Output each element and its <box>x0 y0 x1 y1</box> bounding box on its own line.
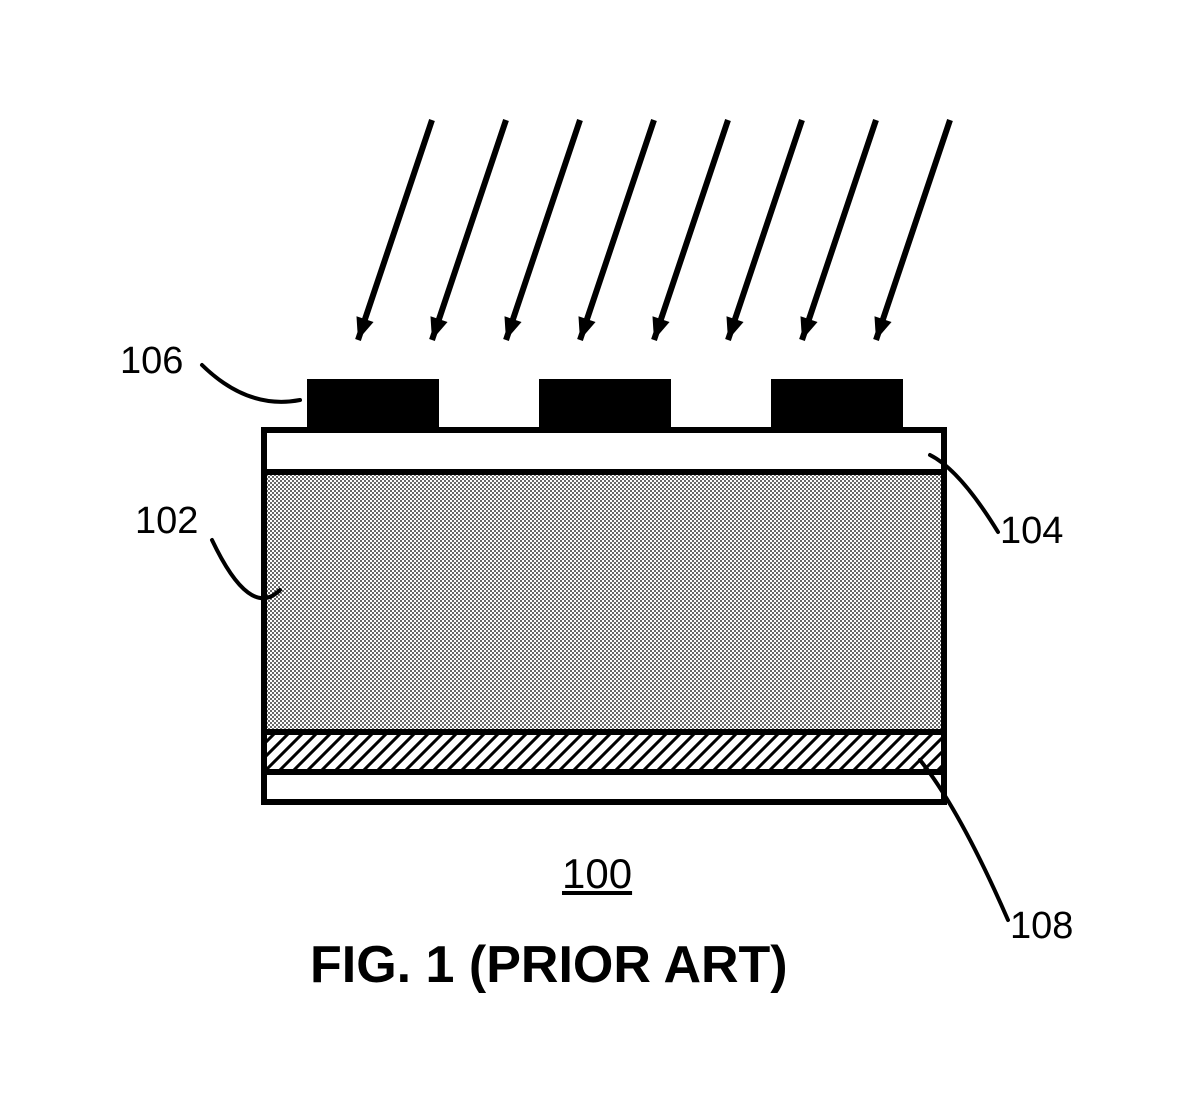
solar-cell-device <box>264 430 944 802</box>
figure-caption: FIG. 1 (PRIOR ART) <box>310 935 788 995</box>
incident-light-arrows <box>356 120 950 340</box>
figure-number: 100 <box>562 850 632 898</box>
label-106: 106 <box>120 340 183 383</box>
label-102: 102 <box>135 500 198 543</box>
label-108: 108 <box>1010 905 1073 948</box>
top-contacts <box>308 380 902 430</box>
patent-figure: 106 102 104 108 100 FIG. 1 (PRIOR ART) <box>0 0 1188 1097</box>
label-104: 104 <box>1000 510 1063 553</box>
